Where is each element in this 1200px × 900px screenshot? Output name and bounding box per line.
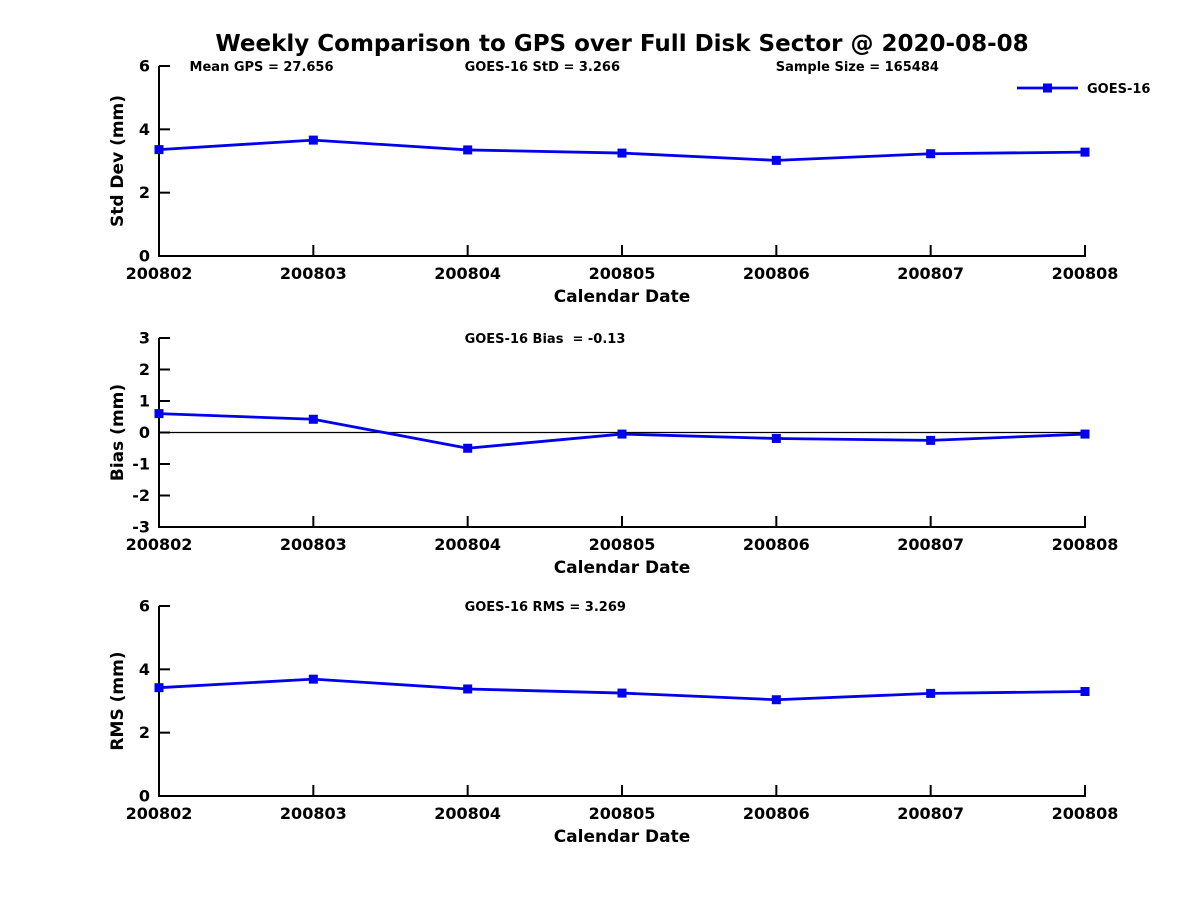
y-tick-label: 4 bbox=[139, 120, 150, 139]
data-point-marker bbox=[1080, 147, 1090, 157]
y-tick-label: -3 bbox=[132, 518, 150, 537]
x-tick-label: 200803 bbox=[280, 804, 347, 823]
data-point-marker bbox=[617, 688, 627, 698]
x-tick-label: 200808 bbox=[1052, 804, 1119, 823]
y-axis-title: RMS (mm) bbox=[108, 651, 128, 750]
data-point-marker bbox=[154, 683, 164, 693]
stat-annotation: GOES-16 StD = 3.266 bbox=[465, 60, 620, 75]
y-tick-label: 0 bbox=[139, 247, 150, 266]
stat-annotation: GOES-16 RMS = 3.269 bbox=[465, 600, 626, 615]
x-tick-label: 200807 bbox=[897, 264, 964, 283]
data-point-marker bbox=[926, 149, 936, 159]
data-point-marker bbox=[926, 435, 936, 445]
data-point-marker bbox=[463, 443, 473, 453]
x-tick-label: 200803 bbox=[280, 535, 347, 554]
data-point-marker bbox=[1080, 687, 1090, 696]
subplot-rms-panel: 0 2 4 6 200802 200803 200804 200805 200806 200807… bbox=[108, 597, 1118, 848]
y-tick-label: 0 bbox=[139, 787, 150, 806]
stat-annotation: Mean GPS = 27.656 bbox=[190, 60, 334, 75]
y-tick-label: 2 bbox=[139, 183, 150, 202]
x-tick-label: 200806 bbox=[743, 804, 810, 823]
data-point-marker bbox=[154, 409, 164, 419]
x-axis-title: Calendar Date bbox=[554, 287, 691, 307]
x-tick-label: 200805 bbox=[589, 264, 656, 283]
y-tick-label: 2 bbox=[139, 360, 150, 379]
x-axis-title: Calendar Date bbox=[554, 827, 691, 847]
data-point-marker bbox=[617, 429, 627, 439]
x-tick-label: 200808 bbox=[1052, 535, 1119, 554]
x-tick-label: 200806 bbox=[743, 264, 810, 283]
figure-title: Weekly Comparison to GPS over Full Disk … bbox=[215, 31, 1028, 57]
x-tick-label: 200806 bbox=[743, 535, 810, 554]
y-tick-label: 4 bbox=[139, 660, 150, 679]
x-axis-title: Calendar Date bbox=[554, 558, 691, 578]
data-point-marker bbox=[617, 148, 627, 158]
data-point-marker bbox=[1080, 429, 1090, 439]
x-tick-label: 200807 bbox=[897, 535, 964, 554]
x-tick-label: 200807 bbox=[897, 804, 964, 823]
stat-annotation: GOES-16 Bias = -0.13 bbox=[465, 332, 626, 347]
y-axis-title: Std Dev (mm) bbox=[108, 95, 128, 227]
data-point-marker bbox=[926, 688, 936, 698]
x-tick-label: 200804 bbox=[434, 535, 501, 554]
y-tick-label: 6 bbox=[139, 57, 150, 76]
legend-label: GOES-16 bbox=[1087, 82, 1150, 97]
x-tick-label: 200803 bbox=[280, 264, 347, 283]
x-tick-label: 200802 bbox=[126, 264, 193, 283]
data-point-marker bbox=[308, 135, 318, 145]
data-point-marker bbox=[308, 414, 318, 424]
y-tick-label: 6 bbox=[139, 597, 150, 616]
data-point-marker bbox=[771, 695, 781, 705]
x-tick-label: 200805 bbox=[589, 804, 656, 823]
legend-marker-icon bbox=[1043, 83, 1052, 93]
y-tick-label: -2 bbox=[132, 486, 150, 505]
stat-annotation: Sample Size = 165484 bbox=[776, 60, 939, 75]
subplot-std-dev-panel: 0 2 4 6 200802 200803 200804 200805 200806 200807… bbox=[108, 57, 1150, 308]
data-point-marker bbox=[154, 145, 164, 155]
subplot-bias-panel: -3 -2 -1 0 1 2 3 200802 200803 200804 200805 200806… bbox=[108, 329, 1118, 579]
x-tick-label: 200805 bbox=[589, 535, 656, 554]
data-point-marker bbox=[463, 145, 473, 155]
x-tick-label: 200802 bbox=[126, 804, 193, 823]
y-tick-label: 2 bbox=[139, 723, 150, 742]
y-axis-title: Bias (mm) bbox=[108, 384, 128, 481]
y-tick-label: 1 bbox=[139, 392, 150, 411]
data-point-marker bbox=[463, 684, 473, 694]
y-tick-label: -1 bbox=[132, 455, 150, 474]
y-tick-label: 0 bbox=[139, 423, 150, 442]
data-point-marker bbox=[308, 674, 318, 684]
x-tick-label: 200802 bbox=[126, 535, 193, 554]
x-tick-label: 200804 bbox=[434, 264, 501, 283]
x-tick-label: 200804 bbox=[434, 804, 501, 823]
data-point-marker bbox=[771, 155, 781, 165]
y-tick-label: 3 bbox=[139, 329, 150, 348]
data-point-marker bbox=[771, 433, 781, 443]
x-tick-label: 200808 bbox=[1052, 264, 1119, 283]
